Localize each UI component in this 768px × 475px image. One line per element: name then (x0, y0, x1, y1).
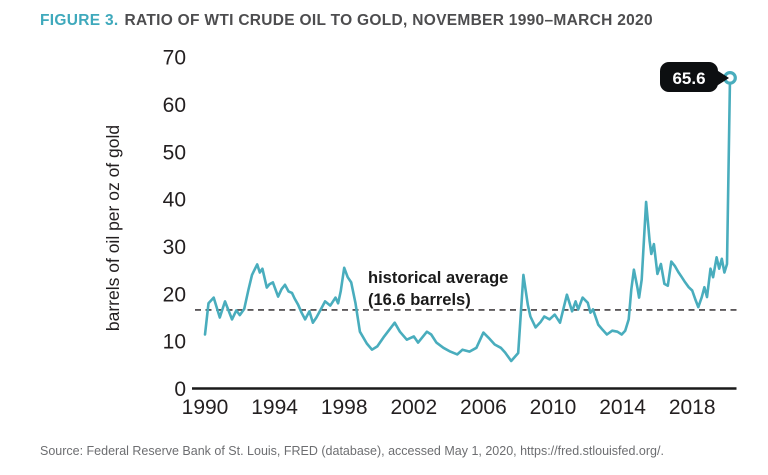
y-tick-label: 40 (163, 189, 186, 212)
ratio-line-series (203, 76, 732, 363)
y-tick-label: 20 (163, 283, 186, 306)
x-tick-label: 1994 (251, 396, 298, 419)
x-tick-label: 2002 (390, 396, 437, 419)
x-tick-label: 1998 (321, 396, 368, 419)
endpoint-callout: 65.6 (660, 62, 729, 92)
historical-average-label-line1: historical average (368, 269, 508, 287)
x-axis-tick-labels: 1990 1994 1998 2002 2006 2010 2014 2018 (182, 396, 716, 419)
y-tick-label: 0 (174, 378, 186, 401)
figure-label: FIGURE 3. (40, 12, 119, 29)
y-axis-tick-labels: 0 10 20 30 40 50 60 70 (163, 47, 186, 401)
callout-bubble (660, 62, 718, 92)
x-tick-label: 2018 (669, 396, 716, 419)
y-axis-title: barrels of oil per oz of gold (103, 125, 123, 331)
y-tick-label: 70 (163, 47, 186, 70)
y-tick-label: 30 (163, 236, 186, 259)
x-tick-label: 1990 (182, 396, 229, 419)
historical-average-label-line2: (16.6 barrels) (368, 291, 471, 309)
x-tick-label: 2006 (460, 396, 507, 419)
x-tick-label: 2010 (530, 396, 577, 419)
figure-title: FIGURE 3. RATIO OF WTI CRUDE OIL TO GOLD,… (40, 12, 750, 31)
line-chart: barrels of oil per oz of gold 0 10 20 30 40 5… (103, 47, 737, 419)
y-tick-label: 10 (163, 331, 186, 354)
source-note: Source: Federal Reserve Bank of St. Loui… (40, 444, 664, 458)
callout-value: 65.6 (672, 69, 705, 88)
y-tick-label: 50 (163, 141, 186, 164)
y-tick-label: 60 (163, 94, 186, 117)
x-tick-label: 2014 (599, 396, 646, 419)
figure-heading: RATIO OF WTI CRUDE OIL TO GOLD, NOVEMBER… (124, 12, 653, 29)
callout-pointer (715, 69, 729, 87)
